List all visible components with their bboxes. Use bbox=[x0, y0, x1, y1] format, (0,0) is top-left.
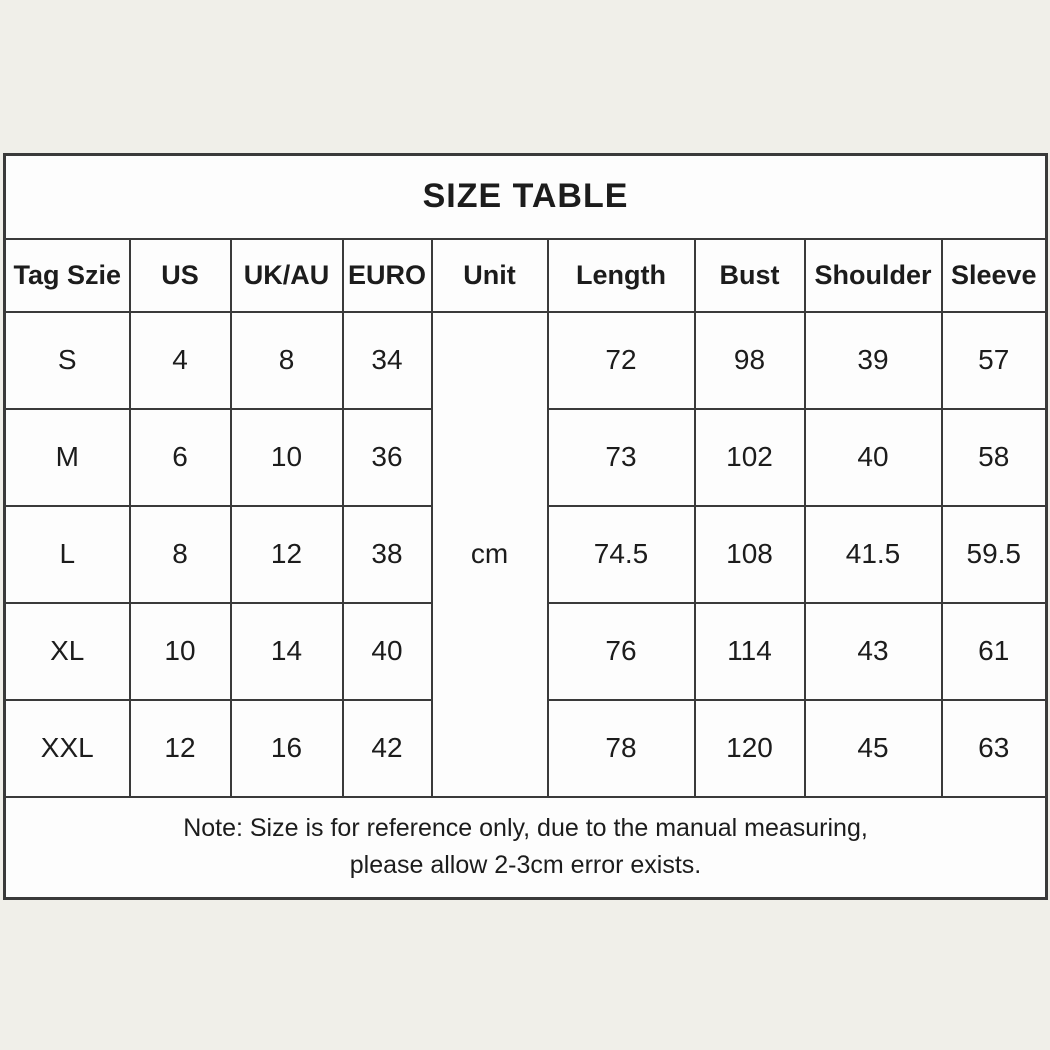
table-title: SIZE TABLE bbox=[3, 153, 1048, 240]
shoulder-cell: 41.5 bbox=[803, 504, 943, 604]
uk-au-cell: 16 bbox=[229, 698, 344, 798]
note-cell: Note: Size is for reference only, due to… bbox=[3, 795, 1048, 900]
length-cell: 76 bbox=[546, 601, 696, 701]
us-cell: 8 bbox=[128, 504, 232, 604]
tag-size-cell: XXL bbox=[3, 698, 131, 798]
col-header-tag-size: Tag Szie bbox=[3, 237, 131, 313]
uk-au-cell: 14 bbox=[229, 601, 344, 701]
shoulder-cell: 45 bbox=[803, 698, 943, 798]
table-row-s: S 4 8 34 cm 72 98 39 57 bbox=[3, 310, 1048, 798]
uk-au-cell: 10 bbox=[229, 407, 344, 507]
size-table: SIZE TABLE Tag Szie US UK/AU EURO Unit L… bbox=[3, 153, 1048, 900]
sleeve-cell: 58 bbox=[940, 407, 1048, 507]
bust-cell: 98 bbox=[693, 310, 806, 410]
table-row-xxl: XXL 12 16 42 78 120 45 63 bbox=[3, 698, 1048, 798]
shoulder-cell: 43 bbox=[803, 601, 943, 701]
us-cell: 10 bbox=[128, 601, 232, 701]
note-line-2: please allow 2-3cm error exists. bbox=[349, 851, 702, 880]
col-header-bust: Bust bbox=[693, 237, 806, 313]
table-row-xl: XL 10 14 40 76 114 43 61 bbox=[3, 601, 1048, 701]
length-cell: 78 bbox=[546, 698, 696, 798]
note-row: Note: Size is for reference only, due to… bbox=[3, 795, 1048, 900]
sleeve-cell: 59.5 bbox=[940, 504, 1048, 604]
us-cell: 12 bbox=[128, 698, 232, 798]
bust-cell: 108 bbox=[693, 504, 806, 604]
sleeve-cell: 57 bbox=[940, 310, 1048, 410]
note-line-1: Note: Size is for reference only, due to… bbox=[183, 814, 868, 843]
tag-size-cell: M bbox=[3, 407, 131, 507]
bust-cell: 114 bbox=[693, 601, 806, 701]
euro-cell: 42 bbox=[341, 698, 433, 798]
length-cell: 73 bbox=[546, 407, 696, 507]
tag-size-cell: XL bbox=[3, 601, 131, 701]
shoulder-cell: 40 bbox=[803, 407, 943, 507]
table-row-m: M 6 10 36 73 102 40 58 bbox=[3, 407, 1048, 507]
col-header-sleeve: Sleeve bbox=[940, 237, 1048, 313]
bust-cell: 102 bbox=[693, 407, 806, 507]
col-header-euro: EURO bbox=[341, 237, 433, 313]
uk-au-cell: 12 bbox=[229, 504, 344, 604]
length-cell: 72 bbox=[546, 310, 696, 410]
us-cell: 6 bbox=[128, 407, 232, 507]
col-header-shoulder: Shoulder bbox=[803, 237, 943, 313]
euro-cell: 40 bbox=[341, 601, 433, 701]
sleeve-cell: 61 bbox=[940, 601, 1048, 701]
unit-cell: cm bbox=[430, 310, 549, 798]
sleeve-cell: 63 bbox=[940, 698, 1048, 798]
title-row: SIZE TABLE bbox=[3, 153, 1048, 240]
col-header-uk-au: UK/AU bbox=[229, 237, 344, 313]
tag-size-cell: L bbox=[3, 504, 131, 604]
header-row: Tag Szie US UK/AU EURO Unit Length Bust … bbox=[3, 237, 1048, 313]
tag-size-cell: S bbox=[3, 310, 131, 410]
length-cell: 74.5 bbox=[546, 504, 696, 604]
bust-cell: 120 bbox=[693, 698, 806, 798]
euro-cell: 36 bbox=[341, 407, 433, 507]
shoulder-cell: 39 bbox=[803, 310, 943, 410]
euro-cell: 38 bbox=[341, 504, 433, 604]
euro-cell: 34 bbox=[341, 310, 433, 410]
us-cell: 4 bbox=[128, 310, 232, 410]
col-header-unit: Unit bbox=[430, 237, 549, 313]
table-row-l: L 8 12 38 74.5 108 41.5 59.5 bbox=[3, 504, 1048, 604]
col-header-us: US bbox=[128, 237, 232, 313]
col-header-length: Length bbox=[546, 237, 696, 313]
uk-au-cell: 8 bbox=[229, 310, 344, 410]
